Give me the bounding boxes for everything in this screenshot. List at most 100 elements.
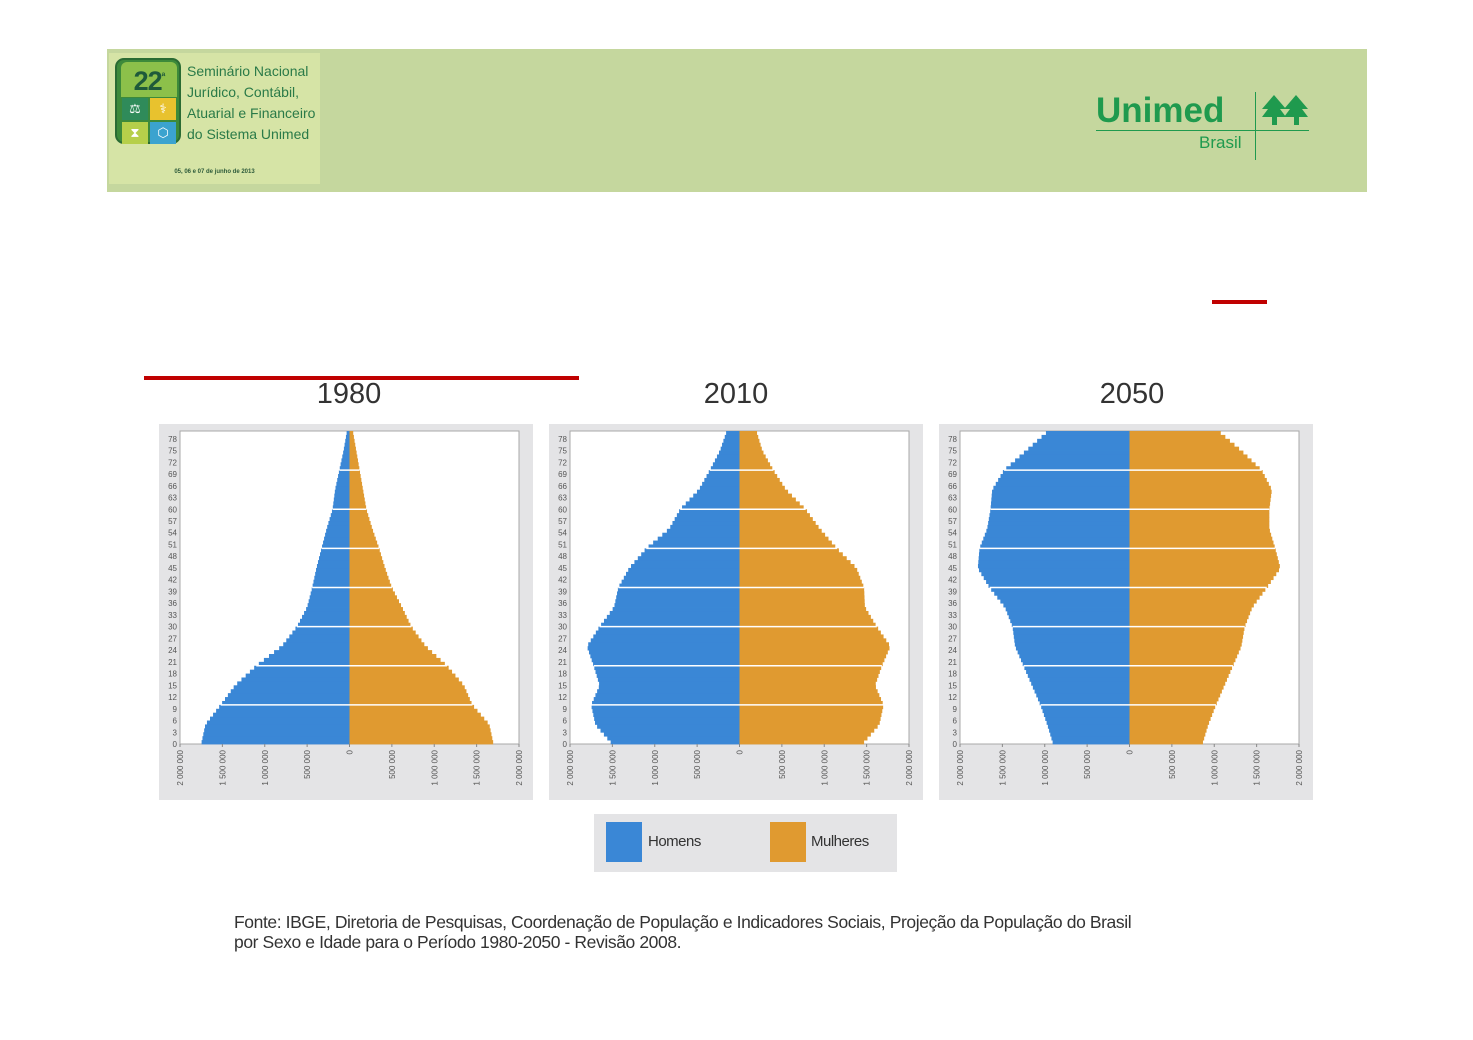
bar-homens-age-13	[1034, 689, 1130, 694]
x-tick-label: 1 500 000	[1253, 749, 1262, 785]
bar-mulheres-age-56	[739, 520, 816, 526]
bar-mulheres-age-46	[739, 560, 851, 565]
bar-mulheres-age-67	[1129, 477, 1267, 483]
bar-homens-age-71	[1010, 462, 1130, 467]
bar-mulheres-age-68	[349, 474, 361, 479]
bar-homens-age-3	[1049, 728, 1130, 733]
y-tick-label: 69	[168, 470, 177, 479]
bar-homens-age-0	[201, 740, 350, 745]
y-tick-label: 9	[563, 705, 568, 714]
bar-homens-age-45	[316, 564, 350, 569]
bar-homens-age-39	[991, 587, 1130, 592]
bar-homens-age-69	[338, 470, 350, 475]
bar-homens-age-74	[1023, 450, 1130, 455]
bar-homens-age-52	[324, 536, 350, 541]
y-tick-label: 45	[168, 564, 177, 573]
bar-mulheres-age-26	[1129, 638, 1243, 643]
y-tick-label: 27	[948, 634, 957, 643]
bar-mulheres-age-12	[1129, 693, 1221, 698]
bar-homens-age-18	[1026, 669, 1130, 674]
bar-homens-age-10	[592, 700, 740, 706]
bar-mulheres-age-8	[1129, 708, 1214, 714]
y-tick-label: 6	[563, 717, 568, 726]
bar-mulheres-age-41	[739, 579, 862, 584]
bar-mulheres-age-31	[739, 618, 874, 624]
bar-homens-age-77	[723, 438, 740, 444]
bar-mulheres-age-51	[349, 540, 378, 545]
bar-homens-age-54	[666, 528, 740, 534]
bar-homens-age-76	[344, 442, 350, 448]
bar-homens-age-0	[610, 740, 740, 745]
bar-mulheres-age-20	[1129, 661, 1234, 667]
y-tick-label: 39	[558, 587, 567, 596]
x-tick-label: 0	[736, 749, 745, 754]
y-tick-label: 15	[168, 681, 177, 690]
bar-mulheres-age-69	[739, 470, 775, 475]
bar-homens-age-14	[1032, 685, 1130, 690]
bar-mulheres-age-74	[1129, 450, 1244, 455]
bar-homens-age-31	[1010, 618, 1130, 624]
x-tick-label: 1 000 000	[1041, 749, 1050, 785]
bar-homens-age-44	[316, 567, 350, 573]
bar-homens-age-58	[330, 513, 350, 518]
x-tick-label: 500 000	[693, 749, 702, 778]
bar-homens-age-15	[599, 681, 740, 686]
bar-homens-age-47	[637, 556, 740, 561]
bar-mulheres-age-32	[739, 614, 871, 620]
bar-homens-age-23	[274, 650, 350, 655]
bar-mulheres-age-1	[1129, 736, 1205, 741]
bar-mulheres-age-54	[1129, 528, 1270, 534]
scales-icon: ⚖	[122, 98, 148, 120]
bar-mulheres-age-53	[739, 532, 826, 538]
chart-title-2010: 2010	[703, 378, 769, 410]
bar-mulheres-age-70	[1129, 466, 1260, 471]
bar-mulheres-age-30	[739, 622, 876, 628]
bar-mulheres-age-52	[1129, 536, 1273, 541]
y-tick-label: 3	[173, 728, 178, 737]
x-tick-label: 500 000	[303, 749, 312, 778]
bar-homens-age-22	[1019, 654, 1130, 659]
y-tick-label: 63	[948, 494, 957, 503]
bar-homens-age-66	[702, 481, 740, 487]
bar-homens-age-53	[325, 532, 350, 538]
bar-homens-age-17	[1027, 673, 1130, 678]
bar-mulheres-age-71	[739, 462, 771, 467]
bar-homens-age-22	[268, 654, 350, 659]
y-tick-label: 78	[168, 435, 177, 444]
y-tick-label: 69	[948, 470, 957, 479]
bar-mulheres-age-38	[1129, 591, 1263, 596]
bar-homens-age-36	[308, 599, 350, 604]
bar-homens-age-2	[603, 732, 740, 737]
bar-homens-age-62	[333, 497, 350, 502]
bar-mulheres-age-50	[739, 544, 836, 549]
x-tick-label: 2 000 000	[566, 749, 575, 785]
bar-homens-age-1	[1051, 736, 1130, 741]
bar-mulheres-age-25	[349, 642, 425, 647]
bar-homens-age-57	[329, 517, 350, 522]
bar-homens-age-1	[607, 736, 740, 741]
bar-homens-age-10	[1039, 700, 1130, 706]
bar-mulheres-age-5	[739, 720, 880, 725]
bar-mulheres-age-38	[739, 591, 865, 596]
bar-mulheres-age-42	[739, 575, 861, 581]
y-tick-label: 30	[558, 623, 567, 632]
bar-mulheres-age-73	[1129, 454, 1248, 459]
y-tick-label: 42	[558, 576, 567, 585]
y-tick-label: 72	[948, 458, 957, 467]
bar-mulheres-age-41	[1129, 579, 1271, 584]
bar-homens-age-74	[343, 450, 350, 455]
bar-homens-age-1	[202, 736, 350, 741]
bar-mulheres-age-63	[1129, 493, 1272, 498]
bar-mulheres-age-4	[739, 724, 878, 729]
bar-mulheres-age-78	[739, 434, 759, 440]
bar-homens-age-25	[1014, 642, 1130, 647]
bar-homens-age-47	[318, 556, 350, 561]
legend-swatch-mulheres	[770, 822, 806, 862]
bar-homens-age-16	[597, 677, 740, 682]
bar-mulheres-age-39	[349, 587, 393, 592]
bar-mulheres-age-74	[349, 450, 357, 455]
bar-homens-age-20	[1022, 661, 1130, 667]
bar-homens-age-58	[989, 513, 1130, 518]
bar-homens-age-19	[1024, 665, 1130, 671]
bar-mulheres-age-37	[1129, 595, 1260, 600]
